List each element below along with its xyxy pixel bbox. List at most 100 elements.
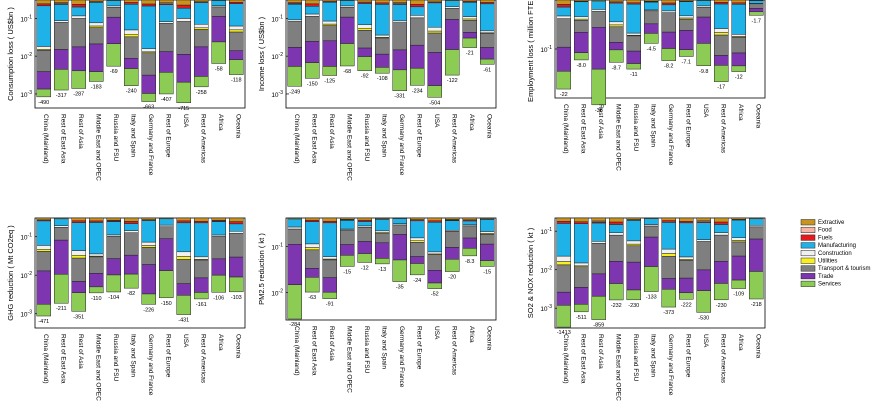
bar-segment-services — [141, 93, 156, 102]
bar-segment-manufacturing — [176, 222, 191, 253]
bar-segment-construction — [626, 240, 641, 245]
bar-segment-utilities — [36, 249, 51, 252]
bar-segment-fuels — [661, 220, 676, 223]
bar-segment-fuels — [36, 3, 51, 7]
bar-segment-trade — [229, 50, 244, 60]
bar-segment-trade — [229, 256, 244, 278]
bar-segment-construction — [679, 256, 694, 260]
legend-swatch — [800, 226, 816, 233]
bar-segment-extractive — [427, 217, 442, 222]
bar-segment-trade — [54, 49, 69, 70]
x-category-label: Germany and France — [147, 114, 154, 176]
bar-segment-trade — [661, 278, 676, 290]
legend-swatch — [800, 250, 816, 257]
bar-segment-utilities — [714, 32, 729, 36]
bar-segment-construction — [556, 255, 571, 262]
bar-segment-transport-tourism — [462, 20, 477, 33]
bar-total-label: -222 — [681, 302, 692, 308]
bar-segment-transport-tourism — [591, 243, 606, 275]
bar-segment-transport-tourism — [194, 259, 209, 279]
bar-segment-manufacturing — [357, 221, 372, 227]
bar-total-label: -15 — [343, 269, 351, 275]
bar-segment-services — [556, 71, 571, 90]
bar-segment-construction — [661, 10, 676, 13]
bar-segment-trade — [462, 237, 477, 249]
bar-total-label: -183 — [91, 84, 102, 90]
bar-total-label: -110 — [91, 296, 102, 302]
bar-segment-construction — [574, 262, 589, 267]
bar-segment-services — [556, 305, 571, 328]
bar-segment-manufacturing — [661, 4, 676, 12]
bar-segment-manufacturing — [462, 220, 477, 226]
bar-segment-transport-tourism — [89, 256, 104, 274]
bar-segment-transport-tourism — [54, 22, 69, 50]
bar-segment-transport-tourism — [427, 32, 442, 53]
bar-total-label: -530 — [698, 315, 709, 321]
legend-label: Extractive — [818, 220, 845, 226]
bar-segment-trade — [375, 53, 390, 68]
bar-segment-transport-tourism — [159, 226, 174, 239]
bar-segment-utilities — [661, 253, 676, 257]
bar-segment-manufacturing — [679, 1, 694, 17]
bar-segment-transport-tourism — [714, 34, 729, 56]
x-category-label: Italy and Spain — [649, 104, 656, 147]
bar-segment-manufacturing — [462, 2, 477, 17]
bar-segment-trade — [54, 239, 69, 275]
bar-segment-services — [36, 88, 51, 98]
bar-segment-trade — [340, 16, 355, 44]
bar-segment-transport-tourism — [445, 231, 460, 248]
bar-segment-manufacturing — [626, 220, 641, 242]
bar-segment-extractive — [357, 217, 372, 221]
x-category-label: Italy and Spain — [649, 334, 656, 377]
bar-segment-extractive — [229, 217, 244, 222]
bar-segment-transport-tourism — [609, 234, 624, 262]
bar-segment-services — [480, 58, 495, 65]
y-tick-label: 10-3 — [20, 310, 32, 319]
bar-total-label: -35 — [396, 285, 404, 291]
bar-segment-services — [287, 66, 302, 87]
y-tick-label: 10-1 — [20, 233, 32, 242]
bar-total-label: -407 — [161, 97, 172, 103]
bar-segment-transport-tourism — [644, 225, 659, 238]
bar-segment-trade — [159, 51, 174, 73]
bar-segment-manufacturing — [574, 1, 589, 18]
x-category-label: Rest of Europe — [684, 104, 691, 148]
bar-segment-services — [731, 65, 746, 72]
bar-segment-services — [609, 49, 624, 63]
bar-segment-trade — [357, 47, 372, 57]
legend-label: Transport & tourism — [818, 266, 870, 272]
bar-segment-trade — [211, 16, 226, 43]
bar-segment-transport-tourism — [679, 260, 694, 279]
bar-total-label: -226 — [143, 307, 154, 313]
bar-segment-transport-tourism — [696, 6, 711, 18]
bar-segment-transport-tourism — [305, 16, 320, 42]
bar-segment-construction — [229, 25, 244, 31]
bar-segment-services — [480, 260, 495, 267]
bar-segment-transport-tourism — [159, 23, 174, 52]
bar-segment-transport-tourism — [141, 247, 156, 265]
bar-segment-fuels — [609, 221, 624, 225]
bar-segment-services — [661, 289, 676, 308]
legend-swatch — [800, 242, 816, 249]
bar-segment-services — [322, 66, 337, 76]
bar-segment-trade — [124, 254, 139, 275]
bar-segment-construction — [556, 15, 571, 19]
bar-segment-services — [462, 37, 477, 48]
bar-segment-services — [679, 292, 694, 300]
bar-segment-trade — [287, 47, 302, 67]
x-category-label: Middle East and OPEC — [614, 104, 621, 171]
bar-segment-manufacturing — [287, 4, 302, 21]
legend-label: Construction — [818, 251, 852, 257]
x-category-label: USA — [702, 104, 709, 118]
bar-total-label: -8.0 — [577, 63, 586, 69]
bar-segment-construction — [287, 226, 302, 230]
bar-segment-extractive — [392, 0, 407, 3]
bar-segment-extractive — [357, 0, 372, 3]
y-axis-label: GHG reduction ( Mt CO2eq ) — [6, 225, 15, 321]
bar-segment-transport-tourism — [696, 241, 711, 271]
bar-total-label: -490 — [38, 100, 49, 106]
bar-segment-extractive — [71, 0, 86, 5]
x-category-label: Africa — [468, 114, 475, 131]
y-tick-label: 10-2 — [20, 271, 32, 280]
bar-segment-manufacturing — [305, 6, 320, 15]
